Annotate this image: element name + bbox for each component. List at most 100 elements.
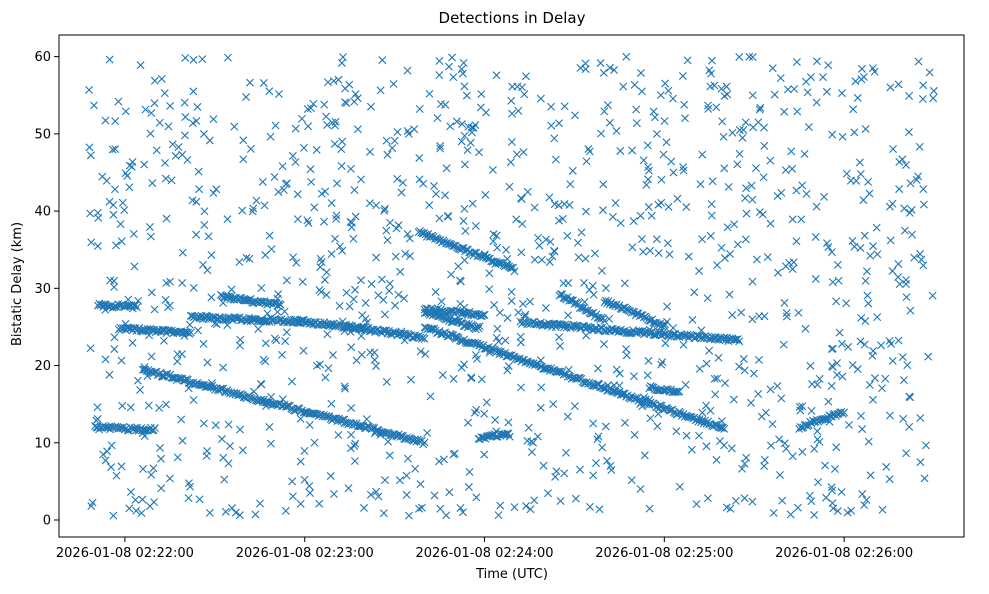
track-point-2303: [600, 316, 609, 325]
detection-point-1086: [530, 496, 539, 505]
detection-point-217: [436, 504, 445, 513]
detection-point-269: [381, 476, 390, 485]
detection-point-223: [605, 118, 614, 127]
detection-point-964: [749, 123, 758, 132]
detection-point-762: [717, 243, 726, 252]
detection-point-977: [664, 202, 673, 211]
detection-point-563: [920, 474, 929, 483]
detection-point-639: [161, 295, 170, 304]
detection-point-61: [304, 122, 313, 131]
detection-point-381: [537, 255, 546, 264]
detection-point-291: [794, 308, 803, 317]
detection-point-997: [598, 206, 607, 215]
detection-point-272: [654, 249, 663, 258]
detection-point-562: [181, 113, 190, 122]
detection-point-172: [630, 430, 639, 439]
detection-point-313: [859, 196, 868, 205]
detection-point-129: [571, 494, 580, 503]
detection-point-634: [698, 235, 707, 244]
detection-point-835: [669, 94, 678, 103]
detection-point-441: [507, 137, 516, 146]
detection-point-1000: [878, 505, 887, 514]
detection-point-554: [118, 401, 127, 410]
detection-point-431: [252, 196, 261, 205]
detection-point-638: [305, 421, 314, 430]
detection-point-377: [665, 250, 674, 259]
detection-point-862: [137, 509, 146, 518]
detection-point-598: [739, 355, 748, 364]
detection-point-43: [568, 166, 577, 175]
detection-point-946: [715, 437, 724, 446]
detection-point-569: [644, 203, 653, 212]
detection-point-1034: [673, 194, 682, 203]
detection-point-575: [812, 57, 821, 66]
detection-point-400: [760, 312, 769, 321]
detection-point-436: [447, 270, 456, 279]
detection-point-84: [349, 234, 358, 243]
track-point-1941: [487, 344, 496, 353]
track-point-2105: [710, 420, 719, 429]
detection-point-640: [704, 104, 713, 113]
detection-point-325: [861, 317, 870, 326]
detection-point-767: [640, 451, 649, 460]
detection-point-613: [274, 187, 283, 196]
detection-point-159: [388, 144, 397, 153]
detection-point-1114: [865, 189, 874, 198]
detection-point-310: [202, 451, 211, 460]
detection-point-468: [335, 242, 344, 251]
detection-point-610: [85, 85, 94, 94]
detection-point-881: [656, 91, 665, 100]
detection-point-356: [491, 415, 500, 424]
detection-point-455: [554, 216, 563, 225]
detection-point-1026: [328, 351, 337, 360]
detection-point-800: [178, 436, 187, 445]
detection-point-88: [282, 276, 291, 285]
detection-point-16: [864, 177, 873, 186]
detection-point-776: [238, 206, 247, 215]
detection-point-932: [828, 486, 837, 495]
detection-point-856: [563, 231, 572, 240]
detection-point-865: [315, 499, 324, 508]
detection-point-1052: [288, 492, 297, 501]
detection-point-108: [663, 302, 672, 311]
detection-point-401: [401, 249, 410, 258]
detection-point-534: [93, 403, 102, 412]
detection-point-1047: [117, 356, 126, 365]
detection-point-657: [198, 260, 207, 269]
detection-point-590: [392, 224, 401, 233]
detection-point-768: [239, 136, 248, 145]
detection-point-796: [895, 280, 904, 289]
detection-point-1107: [777, 188, 786, 197]
detection-point-793: [546, 237, 555, 246]
detection-point-763: [337, 161, 346, 170]
detection-point-512: [396, 267, 405, 276]
detection-point-410: [915, 142, 924, 151]
detection-point-139: [194, 326, 202, 335]
detection-point-380: [265, 231, 274, 240]
detection-point-965: [111, 145, 120, 154]
detection-point-665: [807, 406, 816, 415]
detection-point-617: [929, 94, 938, 103]
detection-point-687: [735, 362, 744, 371]
detection-point-245: [331, 117, 340, 126]
detection-point-913: [669, 168, 678, 177]
detection-point-624: [436, 144, 445, 153]
detection-point-713: [425, 201, 434, 210]
track-point-2072: [665, 406, 674, 415]
detection-point-742: [303, 105, 312, 114]
detection-point-227: [647, 211, 656, 220]
detection-point-365: [126, 403, 135, 412]
detection-point-843: [703, 494, 712, 503]
detection-point-515: [180, 98, 189, 107]
track-point-1475: [480, 310, 489, 319]
detection-point-507: [766, 219, 775, 228]
detection-point-854: [492, 231, 501, 240]
detection-point-134: [580, 278, 589, 287]
x-tick-label: 2026-01-08 02:24:00: [415, 546, 553, 561]
detection-point-545: [110, 185, 119, 194]
detection-point-1076: [761, 408, 770, 417]
detection-point-642: [411, 464, 420, 473]
x-tick-label: 2026-01-08 02:22:00: [56, 546, 194, 561]
track-point-1571: [645, 328, 654, 337]
detection-point-463: [146, 129, 155, 138]
